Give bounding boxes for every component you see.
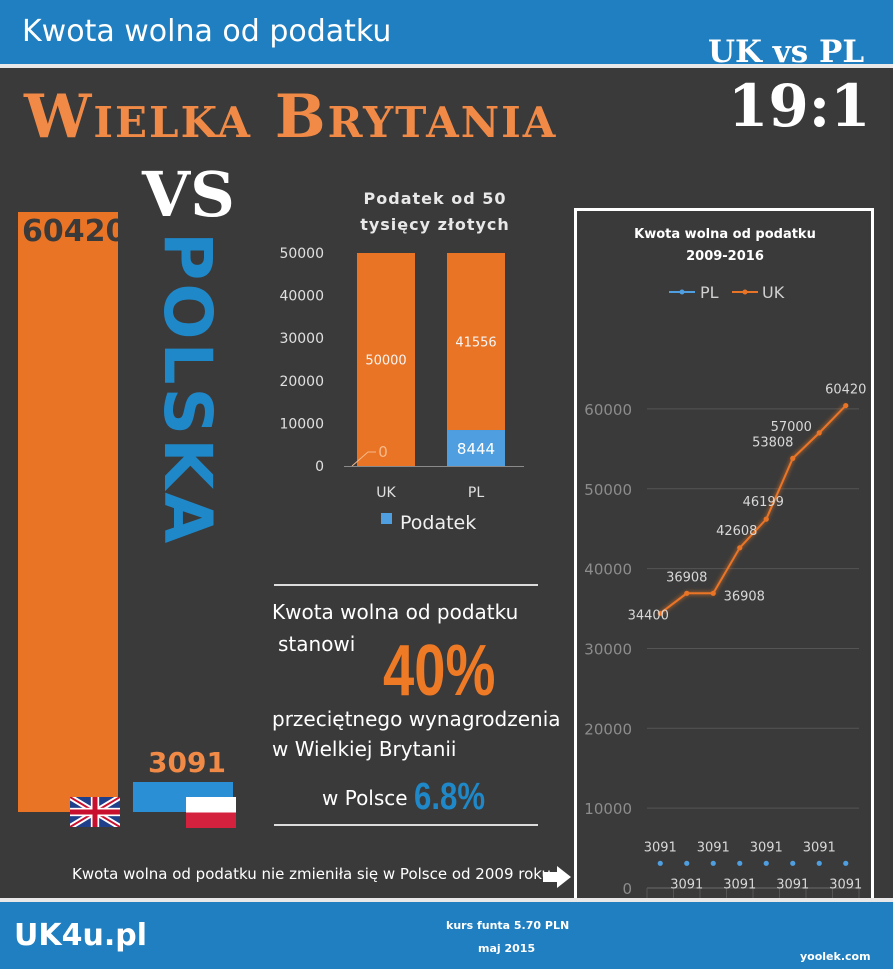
info-text-1: Kwota wolna od podatku — [272, 600, 519, 624]
y-tick-label: 50000 — [279, 246, 324, 262]
line-chart-title: Kwota wolna od podatku 2009-2016 — [590, 224, 860, 268]
pl-flag-icon — [186, 797, 236, 828]
divider — [274, 824, 538, 826]
point-pl — [843, 860, 849, 866]
info-text-3: przeciętnego wynagrodzenia — [272, 707, 561, 731]
score-label: UK vs PL — [708, 34, 865, 70]
point-uk — [657, 610, 663, 616]
fx-note: kurs funta 5.70 PLN — [446, 919, 570, 932]
header-bar — [0, 0, 893, 64]
data-label-pl: 3091 — [803, 840, 836, 855]
uk-big-bar — [18, 212, 118, 812]
header-rule — [0, 64, 893, 68]
legend-marker-pl — [679, 289, 685, 295]
data-label-uk: 60420 — [825, 383, 866, 398]
bar-segment-remainder — [357, 253, 415, 466]
uk-big-value: 60420 — [22, 214, 127, 249]
data-label-uk: 36908 — [666, 570, 707, 585]
y-tick-label: 40000 — [584, 561, 632, 579]
y-tick-label: 60000 — [584, 401, 632, 419]
point-pl — [790, 860, 796, 866]
pl-percent: 6.8% — [414, 776, 486, 818]
pl-label: w Polsce — [322, 786, 408, 810]
data-label-pl: 3091 — [776, 877, 809, 892]
point-uk — [684, 590, 690, 596]
data-label: 0 — [378, 443, 388, 461]
y-tick-label: 20000 — [584, 720, 632, 738]
bar-segment-tax — [447, 430, 505, 466]
divider — [274, 584, 538, 586]
y-tick-label: 30000 — [584, 640, 632, 658]
data-label-uk: 34400 — [628, 608, 669, 623]
data-label-uk: 42608 — [716, 524, 757, 539]
data-label-pl: 3091 — [750, 840, 783, 855]
data-label-pl: 3091 — [697, 840, 730, 855]
page-title: Kwota wolna od podatku — [22, 14, 392, 49]
pl-big-value: 3091 — [148, 746, 226, 779]
data-label-uk: 36908 — [724, 589, 765, 604]
point-uk — [763, 516, 769, 522]
footer-rule — [0, 898, 893, 902]
y-tick-label: 50000 — [584, 481, 632, 499]
footer-bar — [0, 902, 893, 969]
point-pl — [737, 860, 743, 866]
data-label: 41556 — [455, 336, 496, 351]
point-uk — [816, 430, 822, 436]
leader-line — [351, 451, 376, 467]
brand-logo[interactable]: UK4u.pl — [14, 918, 147, 953]
vs-text: VS — [142, 158, 235, 231]
score-value: 19:1 — [728, 72, 871, 140]
point-uk — [710, 590, 716, 596]
data-label: 50000 — [365, 354, 406, 369]
bar-segment-remainder — [447, 253, 505, 431]
uk-flag-icon — [70, 797, 120, 827]
data-label-pl: 3091 — [670, 877, 703, 892]
point-pl — [657, 860, 663, 866]
stacked-bar-chart: 0 10000 20000 30000 40000 50000 50000 0 UK 41556 8… — [279, 246, 524, 534]
x-tick-label: UK — [376, 485, 396, 501]
point-pl — [816, 860, 822, 866]
date-note: maj 2015 — [478, 942, 536, 955]
footnote: Kwota wolna od podatku nie zmieniła się … — [72, 865, 551, 883]
credit-link[interactable]: yoolek.com — [800, 950, 871, 963]
point-pl — [710, 860, 716, 866]
y-tick-label: 20000 — [279, 374, 324, 390]
info-text-4: w Wielkiej Brytanii — [272, 737, 457, 761]
point-uk — [843, 402, 849, 409]
data-label-pl: 3091 — [644, 840, 677, 855]
y-tick-label: 0 — [315, 459, 324, 475]
point-pl — [763, 860, 769, 866]
data-label: 8444 — [457, 440, 495, 458]
polska-text: POLSKA — [149, 232, 226, 547]
data-label-pl: 3091 — [723, 877, 756, 892]
line-chart-title-1: Kwota wolna od podatku — [634, 227, 816, 242]
legend-label: UK — [762, 283, 785, 302]
y-tick-label: 0 — [622, 880, 632, 898]
uk-percent: 40% — [383, 631, 496, 711]
x-tick-label: PL — [468, 485, 484, 501]
y-tick-label: 10000 — [584, 800, 632, 818]
line-chart: 0100002000030000400005000060000200920102… — [584, 283, 866, 936]
point-uk — [737, 545, 743, 551]
data-label-uk: 53808 — [752, 435, 793, 450]
legend-label: Podatek — [400, 512, 476, 534]
y-tick-label: 10000 — [279, 416, 324, 432]
polska-wrap: POLSKA — [149, 232, 226, 632]
data-label-uk: 57000 — [771, 420, 812, 435]
legend-marker-uk — [742, 289, 748, 295]
info-text-2: stanowi — [278, 632, 356, 656]
point-uk — [790, 455, 796, 461]
series-line-uk — [659, 404, 847, 615]
y-tick-label: 30000 — [279, 331, 324, 347]
arrow-right-icon — [543, 866, 571, 888]
legend-label: PL — [700, 283, 719, 302]
point-pl — [684, 860, 690, 866]
bar-chart-title: Podatek od 50 tysięcy złotych — [360, 189, 510, 234]
data-label-uk: 46199 — [743, 495, 784, 510]
data-label-pl: 3091 — [829, 877, 862, 892]
legend-swatch — [381, 513, 392, 524]
line-chart-title-2: 2009-2016 — [686, 249, 764, 264]
country-title: Wielka Brytania — [24, 82, 558, 152]
y-tick-label: 40000 — [279, 289, 324, 305]
